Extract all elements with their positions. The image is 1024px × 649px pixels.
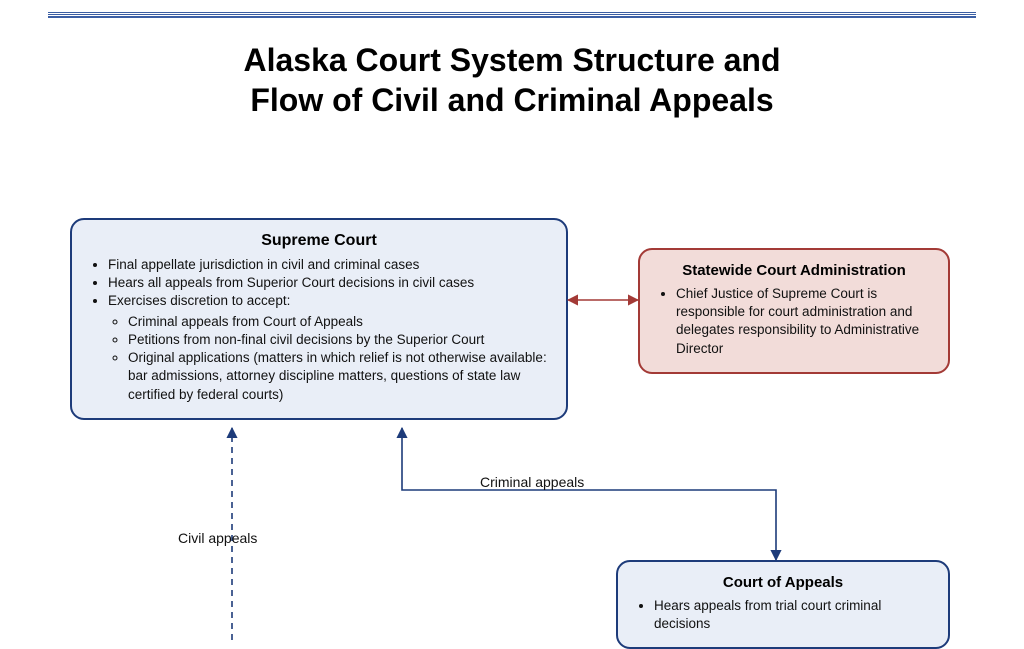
list-item: Criminal appeals from Court of Appeals <box>128 313 548 331</box>
page-title: Alaska Court System Structure and Flow o… <box>0 40 1024 120</box>
node-title-supreme: Supreme Court <box>90 232 548 250</box>
list-item: Original applications (matters in which … <box>128 349 548 404</box>
admin-bullets: Chief Justice of Supreme Court is respon… <box>658 285 930 358</box>
node-supreme-court: Supreme Court Final appellate jurisdicti… <box>70 218 568 420</box>
list-item: Chief Justice of Supreme Court is respon… <box>676 285 930 358</box>
list-item: Hears all appeals from Superior Court de… <box>108 274 548 292</box>
title-line1: Alaska Court System Structure and <box>243 42 780 78</box>
top-rule <box>48 12 976 18</box>
coa-bullets: Hears appeals from trial court criminal … <box>636 597 930 633</box>
node-court-of-appeals: Court of Appeals Hears appeals from tria… <box>616 560 950 649</box>
list-item: Exercises discretion to accept: Criminal… <box>108 292 548 403</box>
supreme-subbullets: Criminal appeals from Court of Appeals P… <box>108 313 548 404</box>
list-item: Hears appeals from trial court criminal … <box>654 597 930 633</box>
edge-label-civil: Civil appeals <box>178 530 257 546</box>
list-item: Final appellate jurisdiction in civil an… <box>108 256 548 274</box>
node-statewide-admin: Statewide Court Administration Chief Jus… <box>638 248 950 374</box>
edge-label-criminal: Criminal appeals <box>480 474 584 490</box>
title-line2: Flow of Civil and Criminal Appeals <box>250 82 773 118</box>
node-title-admin: Statewide Court Administration <box>658 262 930 279</box>
list-item: Petitions from non-final civil decisions… <box>128 331 548 349</box>
supreme-bullets: Final appellate jurisdiction in civil an… <box>90 256 548 404</box>
node-title-coa: Court of Appeals <box>636 574 930 591</box>
list-item-label: Exercises discretion to accept: <box>108 293 290 308</box>
